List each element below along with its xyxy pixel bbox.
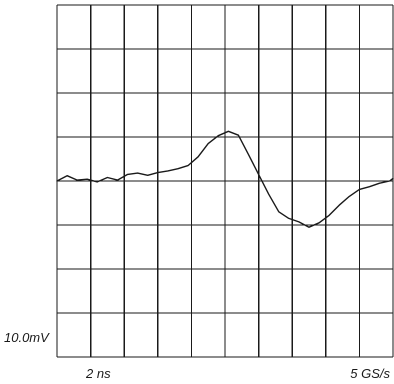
signal-trace <box>56 130 394 228</box>
sample-rate-label: 5 GS/s <box>350 366 390 381</box>
volts-per-division-label: 10.0mV <box>4 330 50 345</box>
graticule <box>56 4 394 358</box>
time-per-division-label: 2 ns <box>85 366 111 381</box>
